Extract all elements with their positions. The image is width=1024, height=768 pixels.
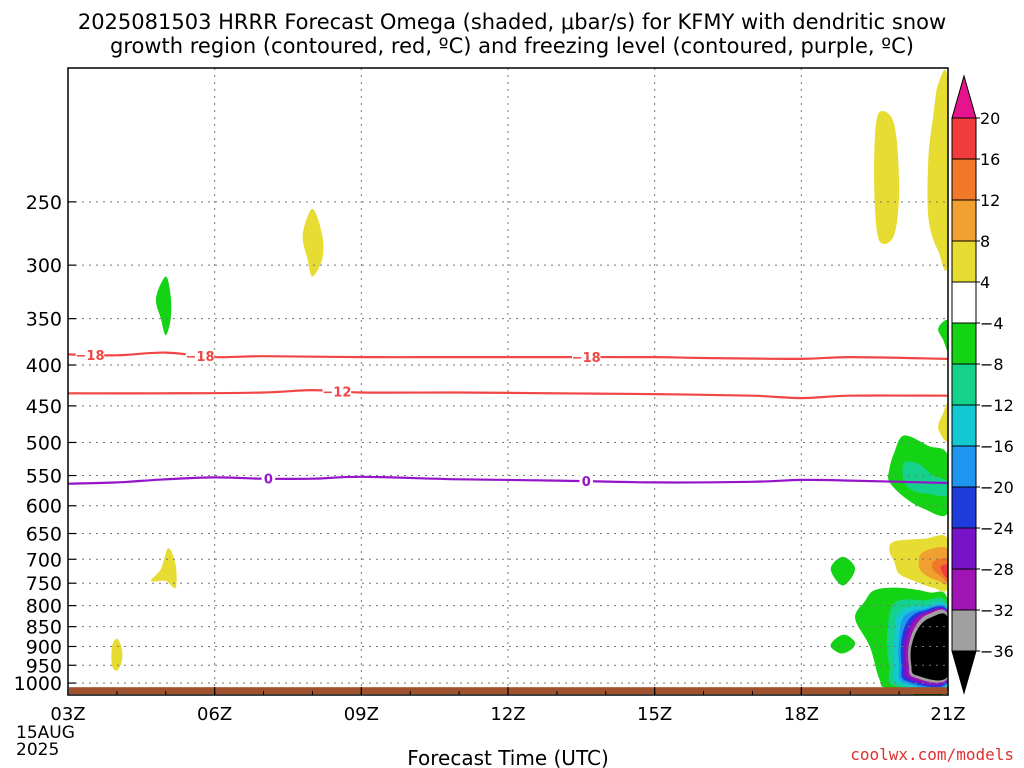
contour-label-bg	[261, 471, 276, 486]
x-tick-sublabel: 2025	[16, 740, 59, 760]
omega-region	[302, 208, 324, 277]
contour-label-bg	[185, 348, 215, 363]
x-tick-sublabel: 15AUG	[16, 723, 75, 743]
colorbar-bottom-arrow	[951, 650, 977, 695]
colorbar-band	[951, 486, 977, 529]
omega-region	[830, 634, 856, 654]
colorbar-label: 20	[980, 109, 1000, 128]
colorbar-band	[951, 404, 977, 447]
omega-region	[927, 69, 948, 272]
y-tick-label: 650	[26, 524, 62, 546]
y-tick-label: 850	[26, 617, 62, 639]
colorbar-label: 8	[980, 232, 990, 251]
omega-region	[151, 548, 177, 589]
contour-label-bg	[579, 474, 593, 489]
y-tick-label: 550	[26, 466, 62, 488]
omega-region	[830, 556, 856, 586]
y-tick-label: 250	[26, 192, 62, 214]
colorbar-label: −28	[980, 560, 1014, 579]
colorbar-label: −24	[980, 519, 1014, 538]
colorbar-label: −4	[980, 314, 1004, 333]
colorbar-label: −12	[980, 396, 1014, 415]
colorbar-band	[951, 199, 977, 242]
y-tick-label: 350	[26, 309, 62, 331]
pressure-axis: 2503003504004505005506006507007508008509…	[14, 192, 76, 695]
contour-line	[67, 475, 949, 485]
colorbar-band	[951, 322, 977, 365]
omega-shaded-regions	[111, 69, 948, 695]
x-tick-label: 18Z	[784, 704, 819, 725]
colorbar-band	[951, 609, 977, 652]
x-tick-label: 03Z	[50, 704, 85, 725]
colorbar-label: −16	[980, 437, 1014, 456]
x-axis-label: Forecast Time (UTC)	[407, 746, 609, 768]
omega-region	[902, 461, 948, 497]
omega-region	[940, 564, 948, 578]
x-tick-label: 06Z	[197, 704, 232, 725]
contour-line	[67, 388, 949, 400]
chart-title-line-2: growth region (contoured, red, ºC) and f…	[110, 34, 914, 58]
contour-label: 0	[264, 473, 273, 488]
contour-label: 0	[582, 475, 591, 490]
y-tick-label: 950	[26, 655, 62, 677]
temperature-contours: −18 −18 −18 −12 0 0	[67, 347, 949, 490]
colorbar-band	[951, 363, 977, 406]
colorbar-band	[951, 117, 977, 160]
x-tick-label: 09Z	[344, 704, 379, 725]
omega-colorbar: 20 16 12 8 4 −4 −8 −12 −16 −20 −24 −28 −32 −36	[951, 74, 1014, 695]
contour-label: −18	[572, 351, 601, 366]
y-tick-label: 700	[26, 549, 62, 571]
y-tick-label: 450	[26, 396, 62, 418]
y-tick-label: 900	[26, 636, 62, 658]
colorbar-label: −8	[980, 355, 1004, 374]
contour-label: −18	[186, 350, 215, 365]
colorbar-band	[951, 527, 977, 570]
omega-region	[111, 638, 123, 671]
omega-region	[938, 403, 948, 442]
contour-label: −18	[76, 349, 105, 364]
colorbar-label: 16	[980, 150, 1000, 169]
contour-label-bg	[571, 350, 601, 365]
colorbar-band	[951, 240, 977, 283]
y-tick-label: 800	[26, 596, 62, 618]
colorbar-label: −36	[980, 642, 1014, 661]
colorbar-label: 12	[980, 191, 1000, 210]
colorbar-top-arrow	[951, 74, 977, 119]
colorbar-label: 4	[980, 273, 990, 292]
x-tick-label: 15Z	[637, 704, 672, 725]
colorbar-label: −32	[980, 601, 1014, 620]
colorbar-band	[951, 158, 977, 201]
site-credit[interactable]: coolwx.com/models	[850, 745, 1014, 764]
colorbar-band	[951, 568, 977, 611]
omega-region	[931, 558, 948, 582]
contour-label-bg	[75, 347, 105, 362]
omega-region	[938, 319, 948, 351]
colorbar-label: −20	[980, 478, 1014, 497]
omega-region	[874, 110, 900, 245]
y-tick-label: 1000	[14, 673, 62, 695]
contour-label: −12	[322, 385, 351, 400]
y-tick-label: 400	[26, 355, 62, 377]
y-tick-label: 500	[26, 432, 62, 454]
y-tick-label: 300	[26, 255, 62, 277]
colorbar-band	[951, 281, 977, 324]
x-tick-label: 12Z	[490, 704, 525, 725]
omega-region	[155, 276, 172, 336]
x-tick-label: 21Z	[930, 704, 965, 725]
colorbar-band	[951, 445, 977, 488]
contour-line	[67, 351, 949, 361]
y-tick-label: 750	[26, 573, 62, 595]
chart-title-line-1: 2025081503 HRRR Forecast Omega (shaded, …	[78, 10, 946, 34]
contour-label-bg	[322, 384, 352, 399]
y-tick-label: 600	[26, 496, 62, 518]
grid-lines	[68, 68, 948, 695]
